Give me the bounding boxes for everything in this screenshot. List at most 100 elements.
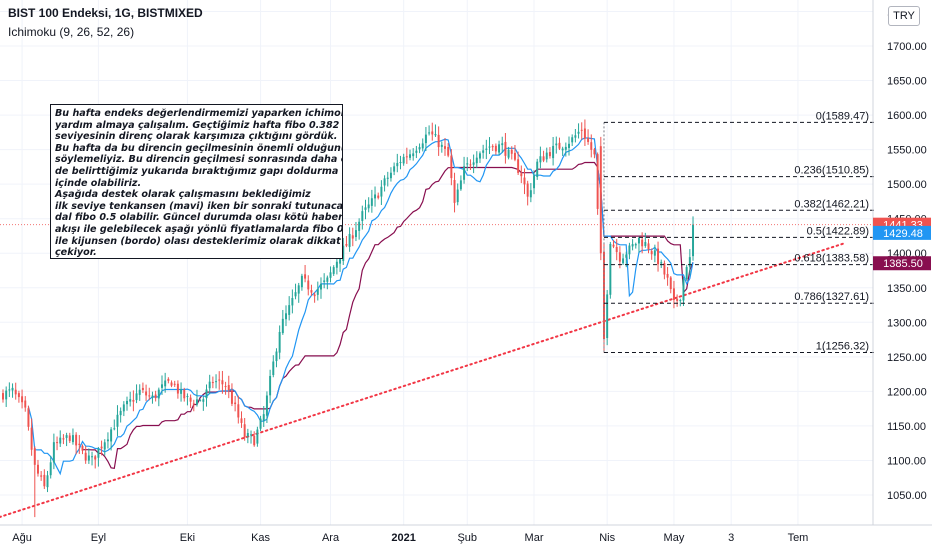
x-tick-label: Ara <box>322 532 340 544</box>
candle-body <box>49 462 52 476</box>
candle-body <box>482 150 485 153</box>
candle-body <box>329 272 332 278</box>
candle-body <box>571 137 574 143</box>
candle-body <box>478 153 481 159</box>
candle-body <box>192 403 195 405</box>
candle-body <box>580 129 583 131</box>
candle-body <box>189 397 192 402</box>
candle-body <box>386 177 389 179</box>
price-label: 1385.50 <box>883 258 923 270</box>
candle-body <box>342 245 345 261</box>
candle-body <box>488 146 491 148</box>
candle-body <box>440 144 443 147</box>
candle-body <box>644 242 647 246</box>
x-tick-label: May <box>664 532 685 544</box>
candle-body <box>62 438 65 440</box>
candle-body <box>358 221 361 231</box>
candle-body <box>688 257 691 267</box>
annotation-line: ile kijunsen (bordo) olası desteklerimiz… <box>55 235 341 247</box>
candle-body <box>405 156 408 158</box>
candle-body <box>180 389 183 394</box>
annotation-line: de belirttiğimiz yukarıda bıraktığımız g… <box>55 165 343 177</box>
annotation-line: Bu hafta da bu direncin geçilmesinin öne… <box>55 142 343 154</box>
x-tick-label: Kas <box>251 532 270 544</box>
candle-body <box>650 251 653 255</box>
indicator-label[interactable]: Ichimoku (9, 26, 52, 26) <box>8 25 135 39</box>
annotation-note[interactable]: Bu hafta endeks değerlendirmemizi yapark… <box>50 104 343 259</box>
candle-body <box>310 290 313 293</box>
candle-body <box>520 173 523 177</box>
candle-body <box>606 294 609 338</box>
candle-body <box>65 435 68 438</box>
x-tick-label: Eyl <box>91 532 106 544</box>
x-tick-label: 2021 <box>391 532 415 544</box>
candle-body <box>113 428 116 430</box>
candle-body <box>262 414 265 421</box>
candle-body <box>590 142 593 150</box>
candle-body <box>154 394 157 399</box>
y-tick-label: 1350.00 <box>887 283 927 295</box>
currency-button[interactable]: TRY <box>888 6 920 26</box>
candle-body <box>116 414 119 427</box>
candle-body <box>459 180 462 190</box>
candle-body <box>431 131 434 135</box>
candle-body <box>202 399 205 402</box>
fib-level-label: 0.5(1422.89) <box>807 225 869 237</box>
candle-body <box>313 294 316 297</box>
candle-body <box>618 252 621 262</box>
candle-body <box>269 375 272 396</box>
annotation-line: içinde olabiliriz. <box>55 177 142 189</box>
candle-body <box>647 243 650 250</box>
candle-body <box>215 381 218 383</box>
tenkan-sen-line <box>27 137 694 476</box>
candle-body <box>676 298 679 301</box>
candle-body <box>103 442 106 450</box>
x-tick-label: Şub <box>457 532 477 544</box>
candle-body <box>370 198 373 206</box>
candle-body <box>354 230 357 238</box>
candle-body <box>424 134 427 144</box>
candle-body <box>653 250 656 256</box>
candle-body <box>167 378 170 381</box>
candle-body <box>523 177 526 185</box>
candle-body <box>641 239 644 247</box>
candle-body <box>161 384 163 388</box>
candle-body <box>609 243 612 295</box>
price-label: 1429.48 <box>883 228 923 240</box>
candle-body <box>278 331 281 353</box>
candle-body <box>348 233 351 247</box>
candle-body <box>126 400 128 405</box>
candle-body <box>145 391 148 396</box>
candle-body <box>345 244 348 246</box>
candle-body <box>364 207 367 210</box>
y-tick-label: 1650.00 <box>887 76 927 88</box>
candle-body <box>218 379 221 381</box>
candle-body <box>472 162 475 165</box>
candle-body <box>237 404 240 418</box>
candle-body <box>256 429 259 444</box>
candle-body <box>526 183 529 197</box>
y-tick-label: 1200.00 <box>887 386 927 398</box>
candle-body <box>205 389 208 399</box>
candle-body <box>94 456 97 460</box>
candle-body <box>14 389 17 395</box>
candle-body <box>297 285 300 294</box>
candle-body <box>40 475 43 477</box>
x-tick-label: Mar <box>525 532 544 544</box>
candle-body <box>2 393 4 400</box>
candle-body <box>517 159 520 173</box>
candle-body <box>151 395 154 398</box>
candle-body <box>463 166 466 180</box>
y-tick-label: 1500.00 <box>887 179 927 191</box>
candle-body <box>68 435 71 441</box>
candle-body <box>132 399 135 402</box>
candle-body <box>119 410 122 416</box>
trendline <box>0 241 847 518</box>
candle-body <box>78 443 81 445</box>
candle-body <box>637 238 640 244</box>
candle-body <box>660 262 663 264</box>
candle-body <box>46 475 49 488</box>
grid <box>0 0 873 525</box>
candle-body <box>587 138 590 142</box>
